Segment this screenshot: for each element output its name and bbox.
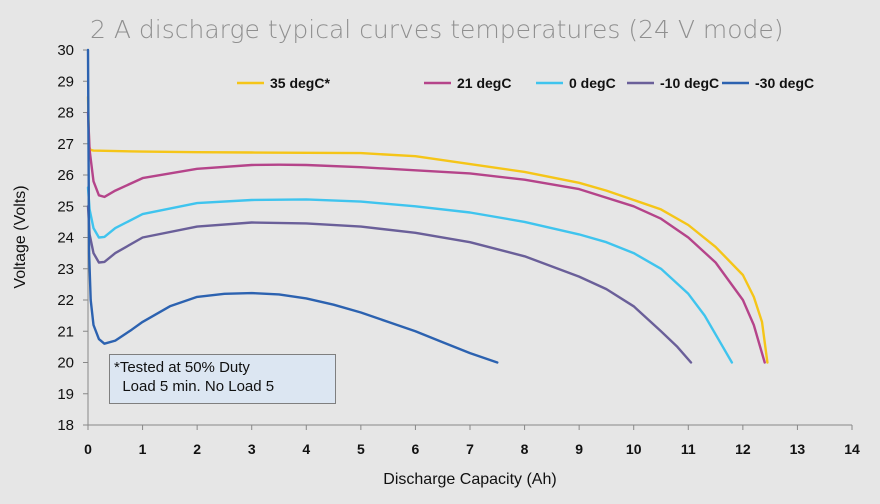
x-tick-label: 8	[521, 441, 529, 457]
series-line-4	[86, 48, 499, 364]
y-tick-label: 22	[57, 292, 74, 309]
series-group	[86, 48, 769, 364]
x-tick-label: 9	[575, 441, 583, 457]
y-tick-label: 28	[57, 105, 74, 122]
x-tick-label: 11	[681, 441, 696, 457]
y-tick-label: 23	[57, 261, 74, 278]
y-tick-label: 18	[57, 417, 74, 434]
series-line-1	[86, 111, 766, 364]
y-tick-label: 30	[57, 42, 74, 59]
y-axis-title: Voltage (Volts)	[12, 185, 29, 288]
x-tick-label: 0	[84, 441, 92, 457]
x-tick-label: 7	[466, 441, 474, 457]
legend: 35 degC* 21 degC 0 degC -10 degC -30 degC	[237, 75, 814, 91]
legend-label-0: 35 degC*	[270, 75, 330, 91]
x-axis-title: Discharge Capacity (Ah)	[383, 471, 556, 488]
y-tick-label: 26	[57, 167, 74, 184]
test-note-line-1: *Tested at 50% Duty	[114, 359, 250, 376]
series-line-3	[86, 205, 693, 364]
x-tick-label: 6	[412, 441, 420, 457]
x-tick-label: 4	[302, 441, 310, 457]
x-tick-label: 5	[357, 441, 365, 457]
legend-label-3: -10 degC	[660, 75, 719, 91]
chart-title: 2 A discharge typical curves temperature…	[90, 15, 784, 44]
x-tick-label: 12	[735, 441, 751, 457]
legend-label-4: -30 degC	[755, 75, 814, 91]
test-note-line-2: Load 5 min. No Load 5	[114, 378, 275, 395]
y-tick-label: 19	[57, 386, 74, 403]
y-tick-label: 27	[57, 136, 74, 153]
x-tick-label: 13	[790, 441, 806, 457]
x-tick-label: 3	[248, 441, 256, 457]
y-tick-label: 29	[57, 73, 74, 90]
y-tick-label: 21	[57, 323, 74, 340]
test-note: *Tested at 50% Duty Load 5 min. No Load …	[109, 354, 336, 404]
series-line-2	[86, 186, 734, 364]
legend-label-1: 21 degC	[457, 75, 511, 91]
y-tick-label: 25	[57, 198, 74, 215]
x-tick-label: 14	[844, 441, 860, 457]
x-tick-label: 1	[139, 441, 147, 457]
series-line-0	[86, 95, 769, 364]
x-tick-label: 2	[193, 441, 201, 457]
x-tick-label: 10	[626, 441, 642, 457]
y-tick-label: 24	[57, 230, 74, 247]
legend-label-2: 0 degC	[569, 75, 616, 91]
y-tick-label: 20	[57, 355, 74, 372]
